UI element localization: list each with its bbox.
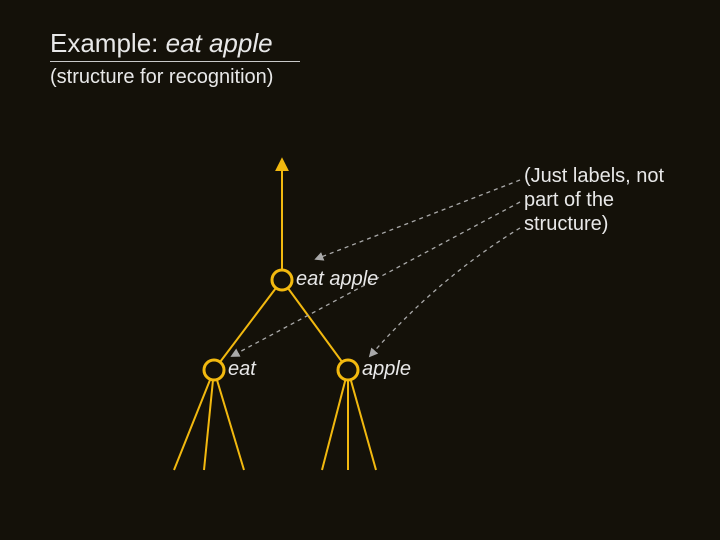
tree-edge	[214, 280, 282, 370]
tree-edge	[348, 370, 376, 470]
tree-edge	[322, 370, 348, 470]
tree-edge	[282, 280, 348, 370]
pointer-arrow	[370, 228, 520, 356]
tree-node	[338, 360, 358, 380]
node-label: apple	[362, 358, 411, 381]
node-label: eat	[228, 358, 256, 381]
node-label: eat apple	[296, 268, 378, 291]
tree-edge	[214, 370, 244, 470]
tree-node	[204, 360, 224, 380]
pointer-arrow	[316, 180, 520, 259]
tree-node	[272, 270, 292, 290]
